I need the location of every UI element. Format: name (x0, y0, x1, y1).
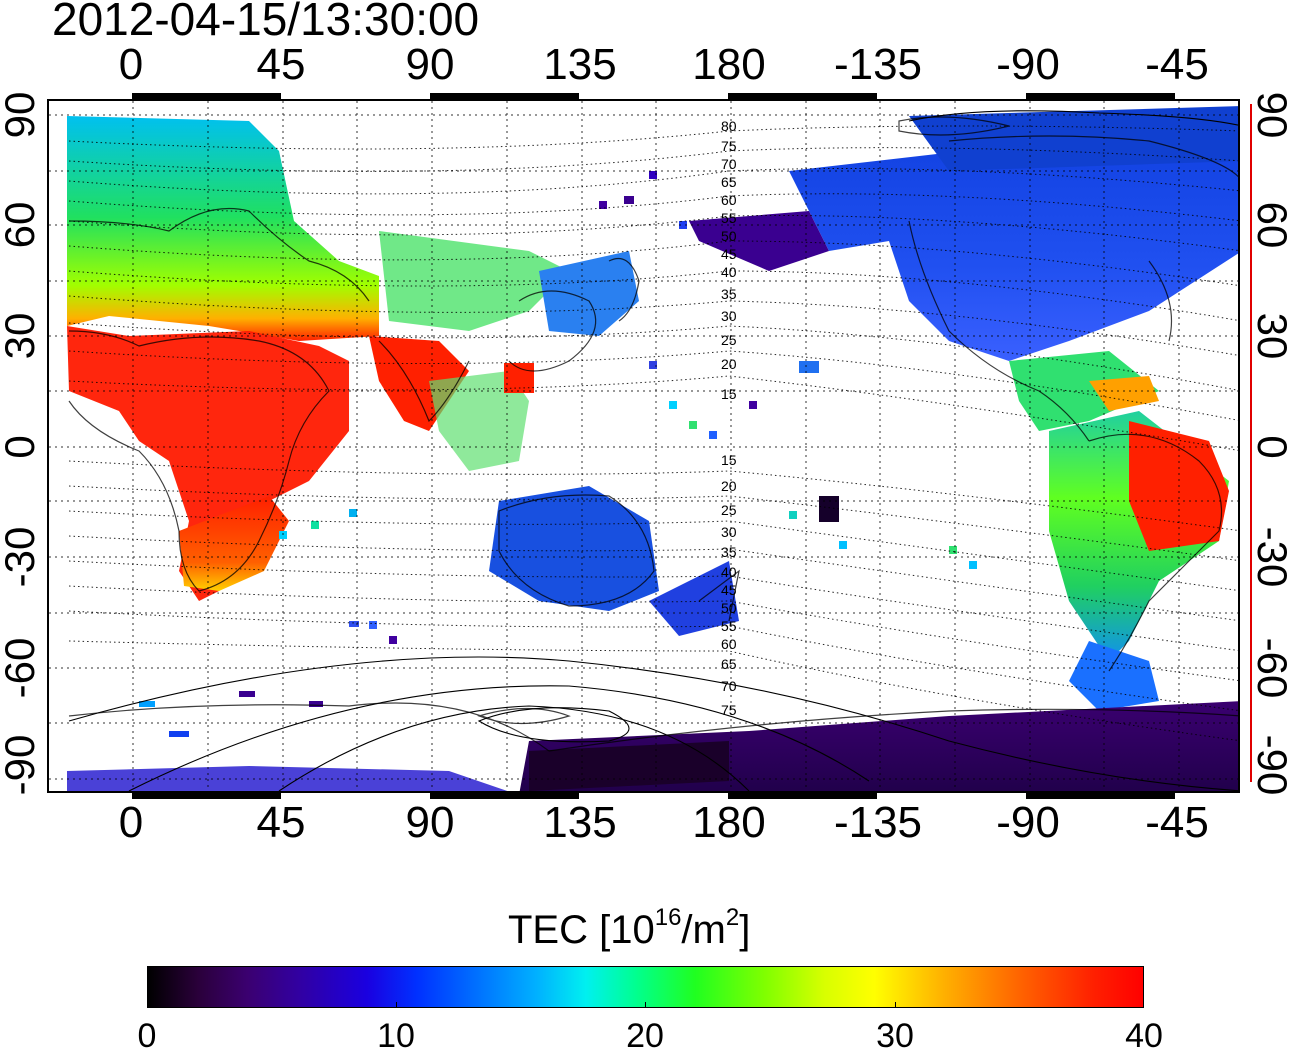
contour-label: 40 (721, 564, 737, 580)
north-america-tec-region (789, 121, 1238, 361)
tec-map-svg: 80 75 70 65 60 55 50 45 40 35 30 25 20 1… (49, 101, 1238, 791)
lon-label: 45 (256, 798, 306, 847)
colorbar-tick-label: 30 (876, 1017, 914, 1055)
colorbar-tick-label: 40 (1125, 1017, 1163, 1055)
east-asia-tec-region (539, 251, 639, 336)
contour-label: 30 (721, 524, 737, 540)
lat-label: 0 (1249, 435, 1292, 459)
coastlines (68, 116, 1238, 752)
contour-label: 50 (721, 228, 737, 244)
contour-label: 20 (721, 478, 737, 494)
contour-label: 25 (721, 502, 737, 518)
contour-label: 15 (721, 386, 737, 402)
lon-label: 135 (543, 40, 617, 89)
colorbar-tick-mark (645, 1002, 646, 1008)
europe-tec-region (67, 116, 379, 341)
colorbar-title-unit: /m (681, 908, 726, 952)
lon-label: 90 (405, 40, 455, 89)
lon-label: 0 (118, 40, 144, 89)
magnetic-contours (68, 125, 1238, 741)
tec-map-plot: 80 75 70 65 60 55 50 45 40 35 30 25 20 1… (47, 99, 1240, 793)
lat-label: 30 (0, 312, 43, 360)
colorbar (147, 966, 1144, 1008)
colorbar-title-unit-exponent: 2 (725, 904, 740, 931)
colorbar-tick-mark (396, 1002, 397, 1008)
contour-label: 35 (721, 286, 737, 302)
lat-lon-grid (49, 101, 1238, 791)
colorbar-title-text: TEC [10 (508, 908, 655, 952)
lat-label: 60 (0, 201, 43, 249)
contour-labels-south: 15 20 25 30 35 40 45 50 55 60 65 70 75 (721, 452, 737, 718)
lat-label: 90 (0, 91, 43, 139)
contour-label: 70 (721, 156, 737, 172)
contour-label: 35 (721, 544, 737, 560)
contour-label: 75 (721, 138, 737, 154)
contour-label: 80 (721, 118, 737, 134)
south-africa-tec-region (179, 496, 289, 591)
lon-label: 135 (543, 798, 617, 847)
lat-label: -90 (1249, 734, 1292, 796)
colorbar-tick-label: 0 (137, 1017, 157, 1055)
lon-label: -135 (833, 798, 923, 847)
colorbar-tick-label: 20 (626, 1017, 664, 1055)
colorbar-tick-mark (895, 1002, 896, 1008)
lon-label: -90 (996, 798, 1060, 847)
africa-tec-region (67, 326, 349, 601)
colorbar-title-exponent: 16 (654, 904, 682, 931)
contour-label: 60 (721, 636, 737, 652)
asia-tec-region (379, 231, 569, 331)
lat-label: -60 (1249, 637, 1292, 699)
contour-label: 40 (721, 264, 737, 280)
lat-label: -30 (1249, 526, 1292, 588)
lat-label: -30 (0, 526, 43, 588)
contour-label: 45 (721, 582, 737, 598)
contour-label: 25 (721, 332, 737, 348)
lon-label: 0 (118, 798, 144, 847)
contour-labels-north: 80 75 70 65 60 55 50 45 40 35 30 25 20 1… (721, 118, 737, 402)
lon-label: 180 (692, 40, 766, 89)
contour-label: 60 (721, 192, 737, 208)
lon-label: 90 (405, 798, 455, 847)
top-axis-ticks (132, 93, 1178, 99)
lon-label: -90 (996, 40, 1060, 89)
contour-label: 65 (721, 174, 737, 190)
contour-label: 30 (721, 308, 737, 324)
lon-label: -45 (1145, 798, 1209, 847)
red-scale-line (1250, 104, 1252, 782)
contour-label: 20 (721, 356, 737, 372)
contour-label: 55 (721, 618, 737, 634)
colorbar-tick-label: 10 (377, 1017, 415, 1055)
lat-label: 30 (1249, 312, 1292, 360)
contour-label: 70 (721, 678, 737, 694)
colorbar-title-close: ] (739, 908, 751, 952)
colorbar-title: TEC [1016/m2] (508, 904, 750, 953)
lat-label: 60 (1249, 201, 1292, 249)
lon-label: -45 (1145, 40, 1209, 89)
contour-label: 55 (721, 210, 737, 226)
contour-label: 50 (721, 600, 737, 616)
contour-label: 45 (721, 246, 737, 262)
contour-label: 15 (721, 452, 737, 468)
se-asia-tec-region (429, 371, 529, 471)
scattered-observations (139, 171, 977, 737)
bottom-axis-ticks (132, 793, 1178, 799)
central-america-tec-region (1009, 351, 1159, 431)
contour-label: 75 (721, 702, 737, 718)
lat-label: -90 (0, 734, 43, 796)
auroral-contours (68, 110, 1238, 791)
lat-label: 0 (0, 435, 43, 459)
lon-label: 45 (256, 40, 306, 89)
australia-tec-region (489, 486, 659, 611)
contour-label: 65 (721, 656, 737, 672)
lon-label: -135 (833, 40, 923, 89)
lon-label: 180 (692, 798, 766, 847)
lat-label: 90 (1249, 91, 1292, 139)
lat-label: -60 (0, 637, 43, 699)
timestamp-title: 2012-04-15/13:30:00 (52, 0, 480, 45)
